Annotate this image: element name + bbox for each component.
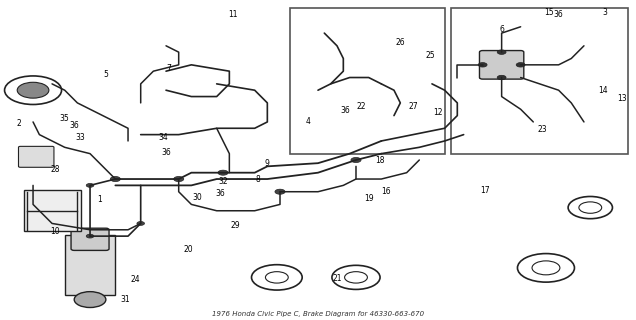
Text: 6: 6 (499, 25, 504, 35)
Text: 29: 29 (231, 221, 240, 230)
FancyBboxPatch shape (24, 190, 81, 231)
Text: 5: 5 (104, 70, 108, 79)
Text: 16: 16 (382, 187, 391, 196)
Circle shape (86, 234, 94, 238)
Text: 2: 2 (16, 119, 21, 128)
Text: 12: 12 (434, 108, 443, 117)
Text: 10: 10 (50, 227, 60, 236)
FancyBboxPatch shape (18, 146, 54, 167)
Text: 32: 32 (218, 177, 228, 186)
Text: 9: 9 (265, 159, 270, 168)
Text: 3: 3 (602, 8, 607, 17)
Text: 33: 33 (76, 133, 85, 142)
Text: 8: 8 (256, 174, 260, 184)
Text: 31: 31 (120, 295, 130, 304)
Text: 15: 15 (544, 8, 554, 17)
Circle shape (137, 221, 144, 225)
Circle shape (174, 177, 184, 181)
Text: 19: 19 (364, 194, 373, 203)
FancyBboxPatch shape (451, 8, 628, 154)
Text: 1: 1 (97, 195, 102, 204)
Text: 34: 34 (158, 133, 168, 142)
Circle shape (275, 189, 285, 194)
Circle shape (86, 183, 94, 187)
Circle shape (218, 170, 228, 175)
Text: 35: 35 (60, 114, 69, 123)
Text: 27: 27 (408, 101, 418, 111)
Text: 36: 36 (69, 121, 79, 130)
Text: 18: 18 (375, 156, 385, 164)
Text: 26: 26 (396, 38, 405, 47)
Circle shape (74, 292, 106, 308)
Circle shape (351, 157, 361, 163)
Circle shape (17, 82, 49, 98)
Text: 21: 21 (333, 274, 342, 283)
FancyBboxPatch shape (480, 51, 524, 79)
Text: 11: 11 (228, 10, 237, 19)
Text: 14: 14 (598, 86, 608, 95)
FancyBboxPatch shape (65, 235, 115, 295)
Text: 20: 20 (183, 245, 193, 254)
FancyBboxPatch shape (71, 228, 109, 251)
Text: 1976 Honda Civic Pipe C, Brake Diagram for 46330-663-670: 1976 Honda Civic Pipe C, Brake Diagram f… (212, 311, 424, 317)
Circle shape (516, 63, 525, 67)
Text: 4: 4 (306, 117, 311, 126)
Text: 36: 36 (161, 148, 171, 157)
FancyBboxPatch shape (289, 8, 445, 154)
Circle shape (110, 177, 120, 181)
Text: 36: 36 (340, 106, 350, 115)
Text: 23: 23 (538, 125, 548, 134)
Text: 7: 7 (167, 63, 172, 73)
Circle shape (497, 50, 506, 54)
Text: 28: 28 (50, 165, 60, 174)
Text: 22: 22 (356, 101, 366, 111)
Text: 13: 13 (617, 94, 626, 103)
Text: 36: 36 (554, 10, 563, 19)
Text: 30: 30 (193, 193, 202, 202)
Circle shape (497, 75, 506, 80)
Circle shape (478, 63, 487, 67)
Text: 17: 17 (480, 186, 490, 195)
Text: 24: 24 (131, 276, 141, 284)
Text: 36: 36 (215, 189, 225, 198)
Text: 25: 25 (426, 51, 436, 60)
